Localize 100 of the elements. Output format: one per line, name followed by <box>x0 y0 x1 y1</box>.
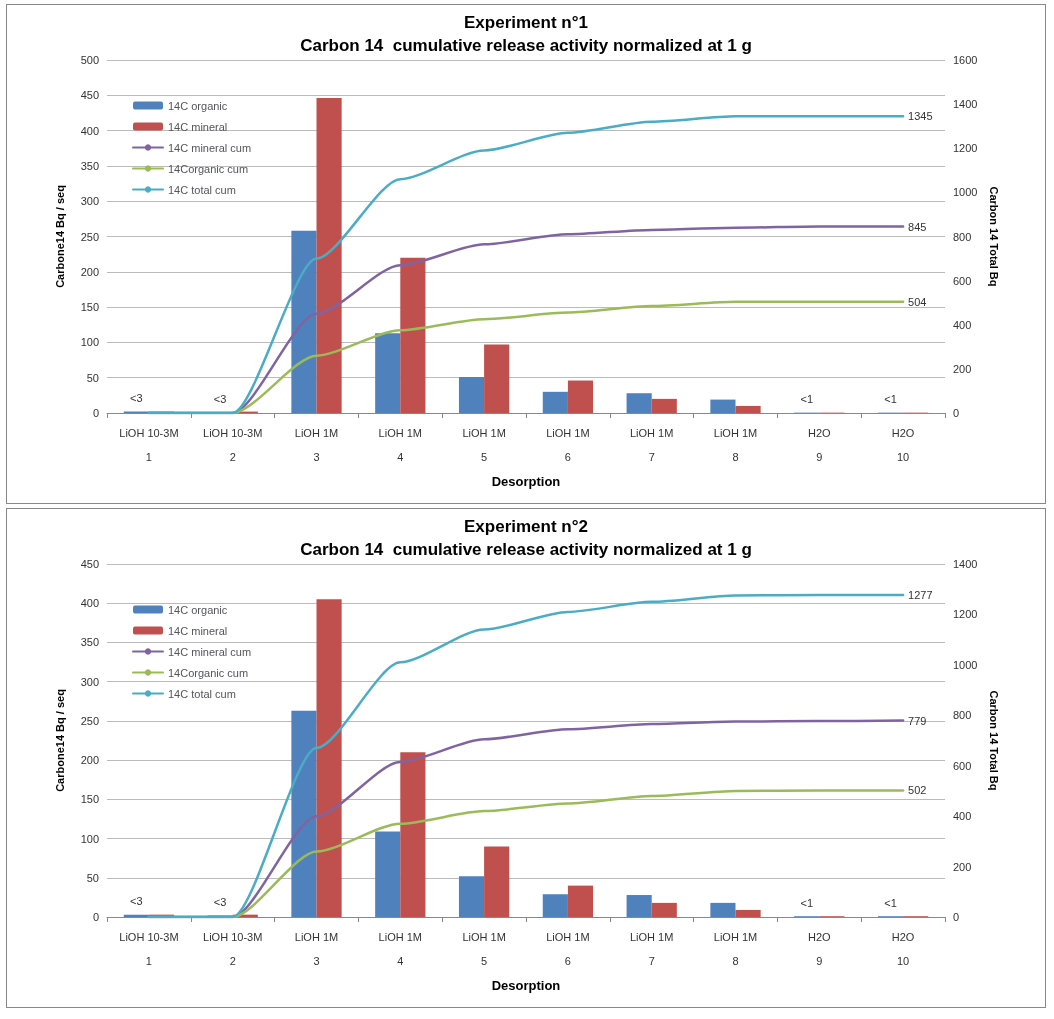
bar <box>651 398 677 413</box>
data-label: <3 <box>130 392 143 405</box>
data-label: 1345 <box>908 110 933 123</box>
bar <box>567 885 594 917</box>
x-tick-label: LiOH 1M 6 <box>546 427 590 463</box>
bar <box>400 257 426 413</box>
x-tick-label: LiOH 1M 7 <box>630 931 674 967</box>
data-label: <1 <box>800 393 813 406</box>
y-axis-title: Carbone14 Bq / seq <box>53 689 66 792</box>
bar <box>651 902 677 917</box>
y2-tick-label: 800 <box>953 230 972 243</box>
x-axis-title: Desorption <box>491 474 561 489</box>
legend-label: 14C organic <box>168 603 228 616</box>
x-tick-label: LiOH 10-3M 2 <box>203 931 263 967</box>
data-label: 1277 <box>908 589 933 602</box>
bar <box>316 599 342 917</box>
x-tick-label: LiOH 1M 6 <box>546 931 590 967</box>
data-label: <3 <box>213 392 227 405</box>
x-tick-label: H2O 9 <box>807 427 832 463</box>
y-tick-label: 200 <box>80 265 99 278</box>
bar <box>626 393 652 413</box>
y2-tick-label: 1000 <box>953 186 978 199</box>
x-tick-label: LiOH 1M 3 <box>294 427 339 463</box>
legend-label: 14Corganic cum <box>168 162 249 175</box>
y-tick-label: 500 <box>80 54 99 66</box>
x-axis-title: Desorption <box>491 978 561 993</box>
bar <box>735 909 761 917</box>
data-label: <1 <box>884 896 897 909</box>
y-tick-label: 400 <box>80 597 99 610</box>
data-label: <1 <box>800 896 813 909</box>
bar <box>626 895 652 917</box>
legend-label: 14Corganic cum <box>168 666 249 679</box>
legend-label: 14C mineral cum <box>168 645 252 658</box>
y-tick-label: 350 <box>80 159 99 172</box>
legend-label: 14C mineral <box>168 624 228 637</box>
legend-label: 14C total cum <box>168 183 236 196</box>
data-label: <1 <box>884 393 897 406</box>
legend-label: 14C organic <box>168 99 228 112</box>
legend-label: 14C total cum <box>168 687 236 700</box>
y2-axis-title: Carbon 14 Total Bq <box>987 690 1000 791</box>
y-tick-label: 50 <box>86 371 99 384</box>
bar <box>710 399 736 413</box>
x-tick-label: LiOH 1M 5 <box>462 931 506 967</box>
x-tick-label: LiOH 1M 3 <box>294 931 339 967</box>
y-tick-label: 250 <box>80 714 99 727</box>
chart-title: Experiment n°2 <box>464 517 588 536</box>
x-tick-label: H2O 10 <box>891 427 915 463</box>
y-tick-label: 150 <box>80 793 99 806</box>
chart-subtitle: Carbon 14 cumulative release activity normalized at 1 g <box>300 36 752 55</box>
line-series <box>147 593 905 919</box>
y2-tick-label: 600 <box>953 759 972 772</box>
x-tick-label: LiOH 10-3M 1 <box>119 931 179 967</box>
bar <box>542 894 568 917</box>
bar <box>291 710 317 917</box>
y-tick-label: 350 <box>80 636 99 649</box>
line-series <box>147 115 905 415</box>
y-tick-label: 400 <box>80 124 99 137</box>
bar <box>710 902 736 917</box>
x-tick-label: LiOH 1M 4 <box>378 427 422 463</box>
y2-tick-label: 1200 <box>953 608 978 621</box>
x-tick-label: LiOH 1M 7 <box>630 427 674 463</box>
y-tick-label: 100 <box>80 336 99 349</box>
y2-tick-label: 0 <box>953 911 960 923</box>
x-tick-label: LiOH 1M 5 <box>462 427 506 463</box>
bar <box>400 752 426 917</box>
bar <box>375 333 401 413</box>
y2-tick-label: 1600 <box>953 54 978 66</box>
x-tick-label: H2O 10 <box>891 931 915 967</box>
y-tick-label: 300 <box>80 675 99 688</box>
data-label: <3 <box>130 895 143 908</box>
x-tick-label: LiOH 10-3M 1 <box>119 427 179 463</box>
y2-tick-label: 1000 <box>953 658 978 671</box>
y-tick-label: 250 <box>80 230 99 243</box>
y-tick-label: 0 <box>92 911 99 923</box>
bar <box>316 98 342 413</box>
bar <box>542 391 568 413</box>
x-tick-label: LiOH 1M 4 <box>378 931 422 967</box>
legend-label: 14C mineral cum <box>168 141 252 154</box>
y-tick-label: 300 <box>80 195 99 208</box>
y2-tick-label: 1400 <box>953 98 978 111</box>
y2-tick-label: 200 <box>953 362 972 375</box>
bar <box>735 405 761 413</box>
y-tick-label: 100 <box>80 832 99 845</box>
y-tick-label: 200 <box>80 754 99 767</box>
y2-tick-label: 200 <box>953 860 972 873</box>
data-label: 845 <box>908 220 927 233</box>
y2-tick-label: 0 <box>953 407 960 419</box>
y-tick-label: 150 <box>80 301 99 314</box>
y2-axis-title: Carbon 14 Total Bq <box>987 186 1000 287</box>
data-label: 504 <box>908 295 927 308</box>
y2-tick-label: 1400 <box>953 558 978 570</box>
y-tick-label: 0 <box>92 407 99 419</box>
bar <box>291 230 317 413</box>
bar <box>484 846 510 917</box>
y2-tick-label: 800 <box>953 709 972 722</box>
y-tick-label: 50 <box>86 871 99 884</box>
x-tick-label: LiOH 1M 8 <box>713 931 758 967</box>
bar <box>567 380 594 413</box>
y-axis-title: Carbone14 Bq / seq <box>53 185 66 288</box>
data-label: <3 <box>213 895 227 908</box>
